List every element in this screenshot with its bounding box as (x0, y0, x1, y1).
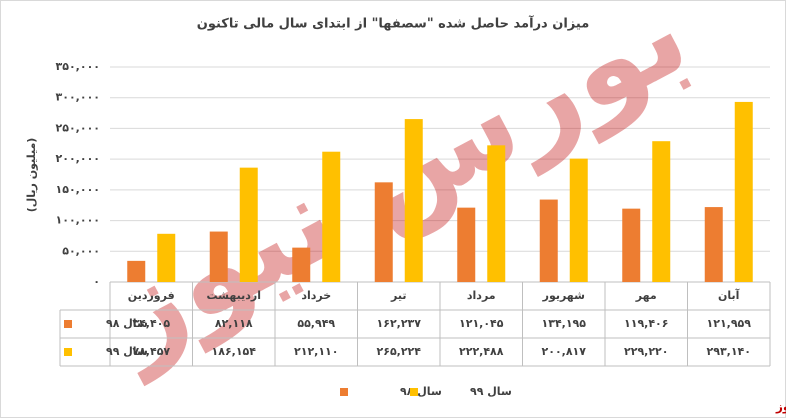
x-tick-label: آبان (718, 288, 740, 302)
x-tick-label: شهریور (542, 289, 585, 302)
y-tick-label: ۳۵۰,۰۰۰ (56, 60, 100, 73)
y-tick-label: ۳۰۰,۰۰۰ (56, 91, 100, 104)
bar (239, 167, 258, 282)
bar (622, 208, 641, 282)
x-tick-label: خرداد (301, 289, 331, 302)
bar (127, 260, 146, 282)
table-value: ۱۳۴,۱۹۵ (542, 317, 587, 330)
bar (157, 233, 176, 282)
table-value: ۳۴,۴۰۵ (132, 317, 170, 330)
bar (569, 158, 588, 282)
bar (539, 199, 558, 282)
table-value: ۲۰۰,۸۱۷ (542, 345, 587, 358)
brand: بورس نیوز (775, 400, 786, 415)
bar (322, 151, 341, 282)
bar (652, 141, 671, 282)
table-value: ۲۶۵,۲۲۴ (377, 345, 422, 358)
legend-key (410, 388, 418, 396)
x-tick-label: مهر (635, 289, 657, 302)
x-tick-label: اردیبهشت (207, 289, 261, 302)
chart-title: میزان درآمد حاصل شده "سصفها" از ابتدای س… (197, 15, 590, 32)
table-value: ۷۸,۴۵۷ (132, 345, 170, 358)
table-value: ۱۶۲,۲۳۷ (377, 317, 422, 330)
legend-key (340, 388, 348, 396)
y-tick-label: ۱۵۰,۰۰۰ (56, 183, 100, 196)
table-series-name: سال ۹۸ (106, 317, 148, 330)
y-axis-title: (میلیون ریال) (25, 138, 38, 213)
x-tick-label: مرداد (467, 289, 496, 302)
table-value: ۲۲۹,۲۲۰ (624, 345, 668, 358)
x-tick-label: فروردین (128, 289, 175, 302)
y-tick-label: ۲۰۰,۰۰۰ (56, 152, 100, 165)
legend-label: سال ۹۹ (470, 385, 512, 398)
bar (487, 145, 506, 282)
table-value: ۱۲۱,۹۵۹ (707, 317, 752, 330)
table-value: ۲۱۲,۱۱۰ (294, 345, 338, 358)
y-tick-label: ۰ (93, 275, 100, 288)
bar (457, 207, 476, 282)
bar (704, 207, 723, 282)
table-value: ۸۲,۱۱۸ (215, 317, 253, 330)
table-value: ۱۲۱,۰۴۵ (459, 317, 504, 330)
y-tick-label: ۱۰۰,۰۰۰ (56, 214, 100, 227)
table-value: ۱۸۶,۱۵۴ (212, 345, 257, 358)
table-legend-key (64, 320, 72, 328)
table-value: ۱۱۹,۴۰۶ (624, 317, 668, 330)
table-value: ۲۹۳,۱۴۰ (707, 345, 751, 358)
table-series-name: سال ۹۹ (106, 345, 148, 358)
legend-label: سال ۹۸ (400, 385, 442, 398)
y-tick-label: ۵۰,۰۰۰ (62, 244, 100, 257)
bar (292, 247, 311, 282)
bar (209, 231, 228, 282)
table-legend-key (64, 348, 72, 356)
y-tick-label: ۲۵۰,۰۰۰ (56, 121, 100, 134)
bar (374, 182, 393, 282)
x-tick-label: تیر (390, 289, 406, 302)
bar (734, 101, 753, 282)
table-value: ۲۲۲,۴۸۸ (459, 345, 504, 358)
table-value: ۵۵,۹۴۹ (297, 317, 335, 330)
bar (404, 119, 423, 282)
